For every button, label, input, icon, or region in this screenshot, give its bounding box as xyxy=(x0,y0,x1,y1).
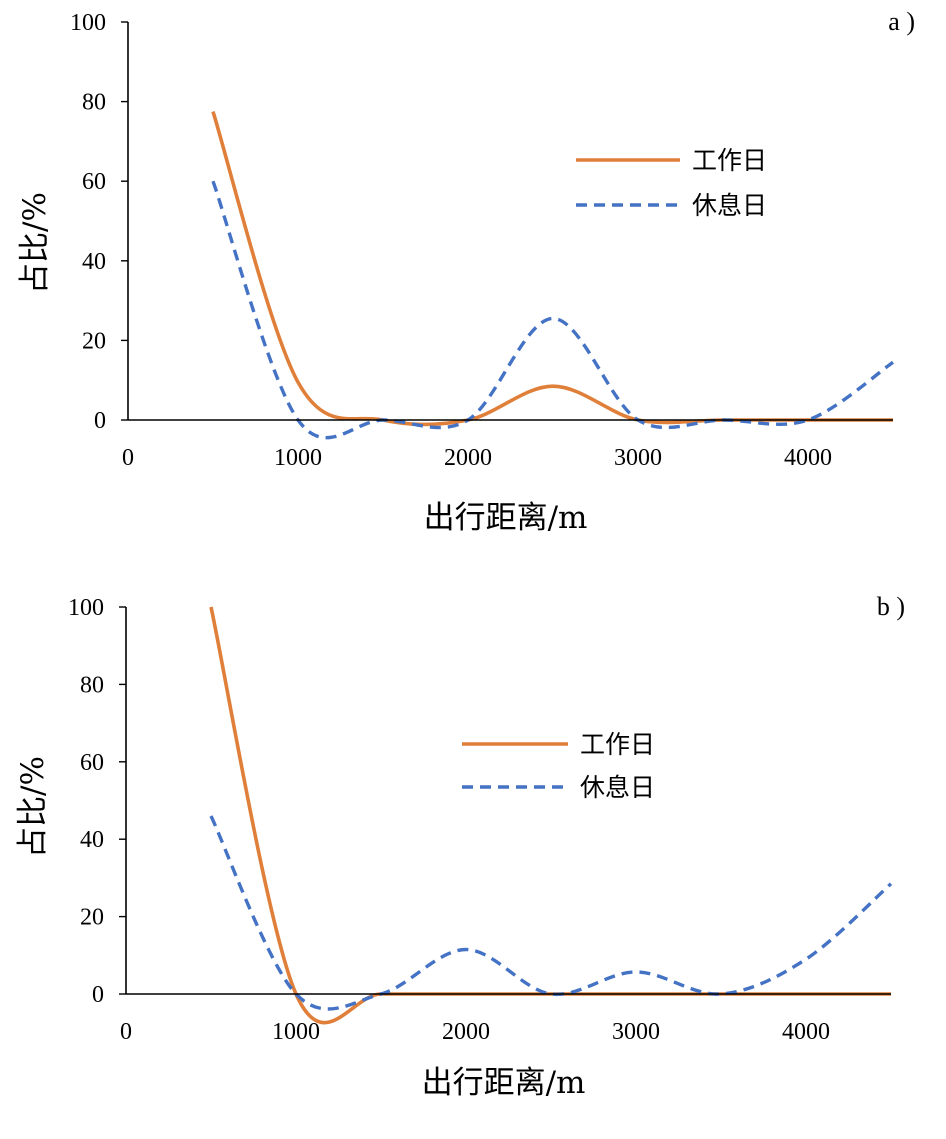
panel-label: a ) xyxy=(888,7,915,36)
x-tick-label: 0 xyxy=(122,445,134,471)
y-tick-label: 0 xyxy=(92,982,104,1008)
y-tick-label: 60 xyxy=(82,169,106,195)
y-tick-label: 100 xyxy=(68,595,104,621)
y-tick-label: 40 xyxy=(80,827,104,853)
series-line-restday xyxy=(209,815,893,1011)
x-tick-label: 3000 xyxy=(612,1019,660,1045)
legend-label-workday: 工作日 xyxy=(580,730,655,759)
series-line-workday xyxy=(211,111,893,427)
y-tick-label: 80 xyxy=(80,672,104,698)
legend-label-restday: 休息日 xyxy=(692,191,767,220)
y-tick-label: 100 xyxy=(70,10,106,36)
y-tick-label: 20 xyxy=(82,328,106,354)
y-tick-label: 40 xyxy=(82,249,106,275)
y-axis-title: 占比/% xyxy=(15,756,51,858)
x-tick-label: 3000 xyxy=(614,445,662,471)
x-tick-label: 4000 xyxy=(784,445,832,471)
panel-label: b ) xyxy=(877,592,905,621)
x-tick-label: 4000 xyxy=(782,1019,830,1045)
x-axis-title: 出行距离/m xyxy=(422,1065,586,1101)
series-line-workday xyxy=(209,606,892,1025)
series-line-restday xyxy=(211,180,894,440)
x-tick-label: 1000 xyxy=(274,445,322,471)
x-tick-label: 2000 xyxy=(442,1019,490,1045)
x-tick-label: 1000 xyxy=(272,1019,320,1045)
y-tick-label: 60 xyxy=(80,750,104,776)
legend-label-restday: 休息日 xyxy=(580,773,655,802)
x-tick-label: 0 xyxy=(120,1019,132,1045)
y-tick-label: 20 xyxy=(80,905,104,931)
x-tick-label: 2000 xyxy=(444,445,492,471)
y-tick-label: 0 xyxy=(94,408,106,434)
y-axis-title: 占比/% xyxy=(17,192,53,294)
legend-label-workday: 工作日 xyxy=(692,146,767,175)
y-tick-label: 80 xyxy=(82,90,106,116)
x-axis-title: 出行距离/m xyxy=(424,500,588,536)
